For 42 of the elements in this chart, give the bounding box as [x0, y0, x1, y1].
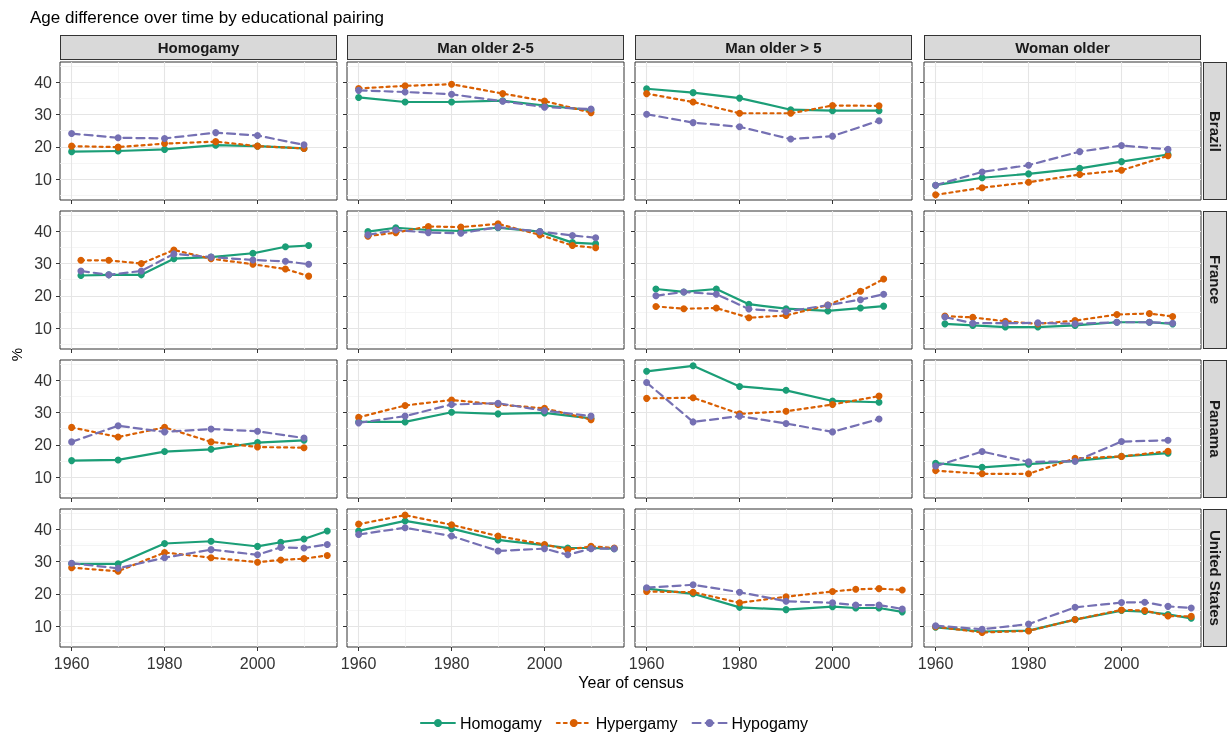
- y2-axis-title: Brazil: [1203, 62, 1227, 200]
- legend-label: Hypogamy: [731, 714, 809, 732]
- y-tick-label: 10: [34, 468, 53, 486]
- chart-subtitle: Man older > 5: [635, 35, 912, 60]
- y-axis-title: %: [8, 347, 26, 362]
- x-tick-label: 1980: [721, 654, 758, 672]
- y-tick-label: 40: [34, 73, 53, 91]
- y2-axis-title: Panama: [1203, 360, 1227, 498]
- x-tick-label: 2000: [814, 654, 851, 672]
- x-tick-label: 2000: [526, 654, 563, 672]
- x-axis-title: Year of census: [578, 674, 684, 692]
- x-tick-label: 2000: [1103, 654, 1140, 672]
- y-tick-label: 20: [34, 436, 53, 454]
- x-tick-label: 2000: [239, 654, 276, 672]
- x-tick-label: 1980: [1010, 654, 1047, 672]
- y-tick-label: 30: [34, 255, 53, 273]
- y2-axis-title: United States: [1203, 509, 1227, 647]
- y-tick-label: 30: [34, 404, 53, 422]
- chart-title: Age difference over time by educational pairing: [30, 8, 385, 28]
- y-tick-label: 10: [34, 617, 53, 635]
- y2-axis-title: France: [1203, 211, 1227, 349]
- y-tick-label: 20: [34, 585, 53, 603]
- y-tick-label: 30: [34, 106, 53, 124]
- y-tick-label: 30: [34, 553, 53, 571]
- legend-label: Homogamy: [459, 714, 542, 732]
- y-tick-label: 10: [34, 170, 53, 188]
- y-tick-label: 40: [34, 222, 53, 240]
- y-tick-label: 10: [34, 319, 53, 337]
- chart-subtitle: Woman older: [924, 35, 1201, 60]
- y-tick-label: 20: [34, 287, 53, 305]
- x-tick-label: 1980: [146, 654, 183, 672]
- y-tick-label: 20: [34, 138, 53, 156]
- x-tick-label: 1960: [628, 654, 665, 672]
- x-tick-label: 1980: [433, 654, 470, 672]
- x-tick-label: 1960: [917, 654, 954, 672]
- x-tick-label: 1960: [340, 654, 377, 672]
- legend-label: Hypergamy: [595, 714, 678, 732]
- chart-subtitle: Homogamy: [60, 35, 337, 60]
- y-tick-label: 40: [34, 520, 53, 538]
- y-tick-label: 40: [34, 371, 53, 389]
- chart-subtitle: Man older 2-5: [347, 35, 624, 60]
- x-tick-label: 1960: [53, 654, 90, 672]
